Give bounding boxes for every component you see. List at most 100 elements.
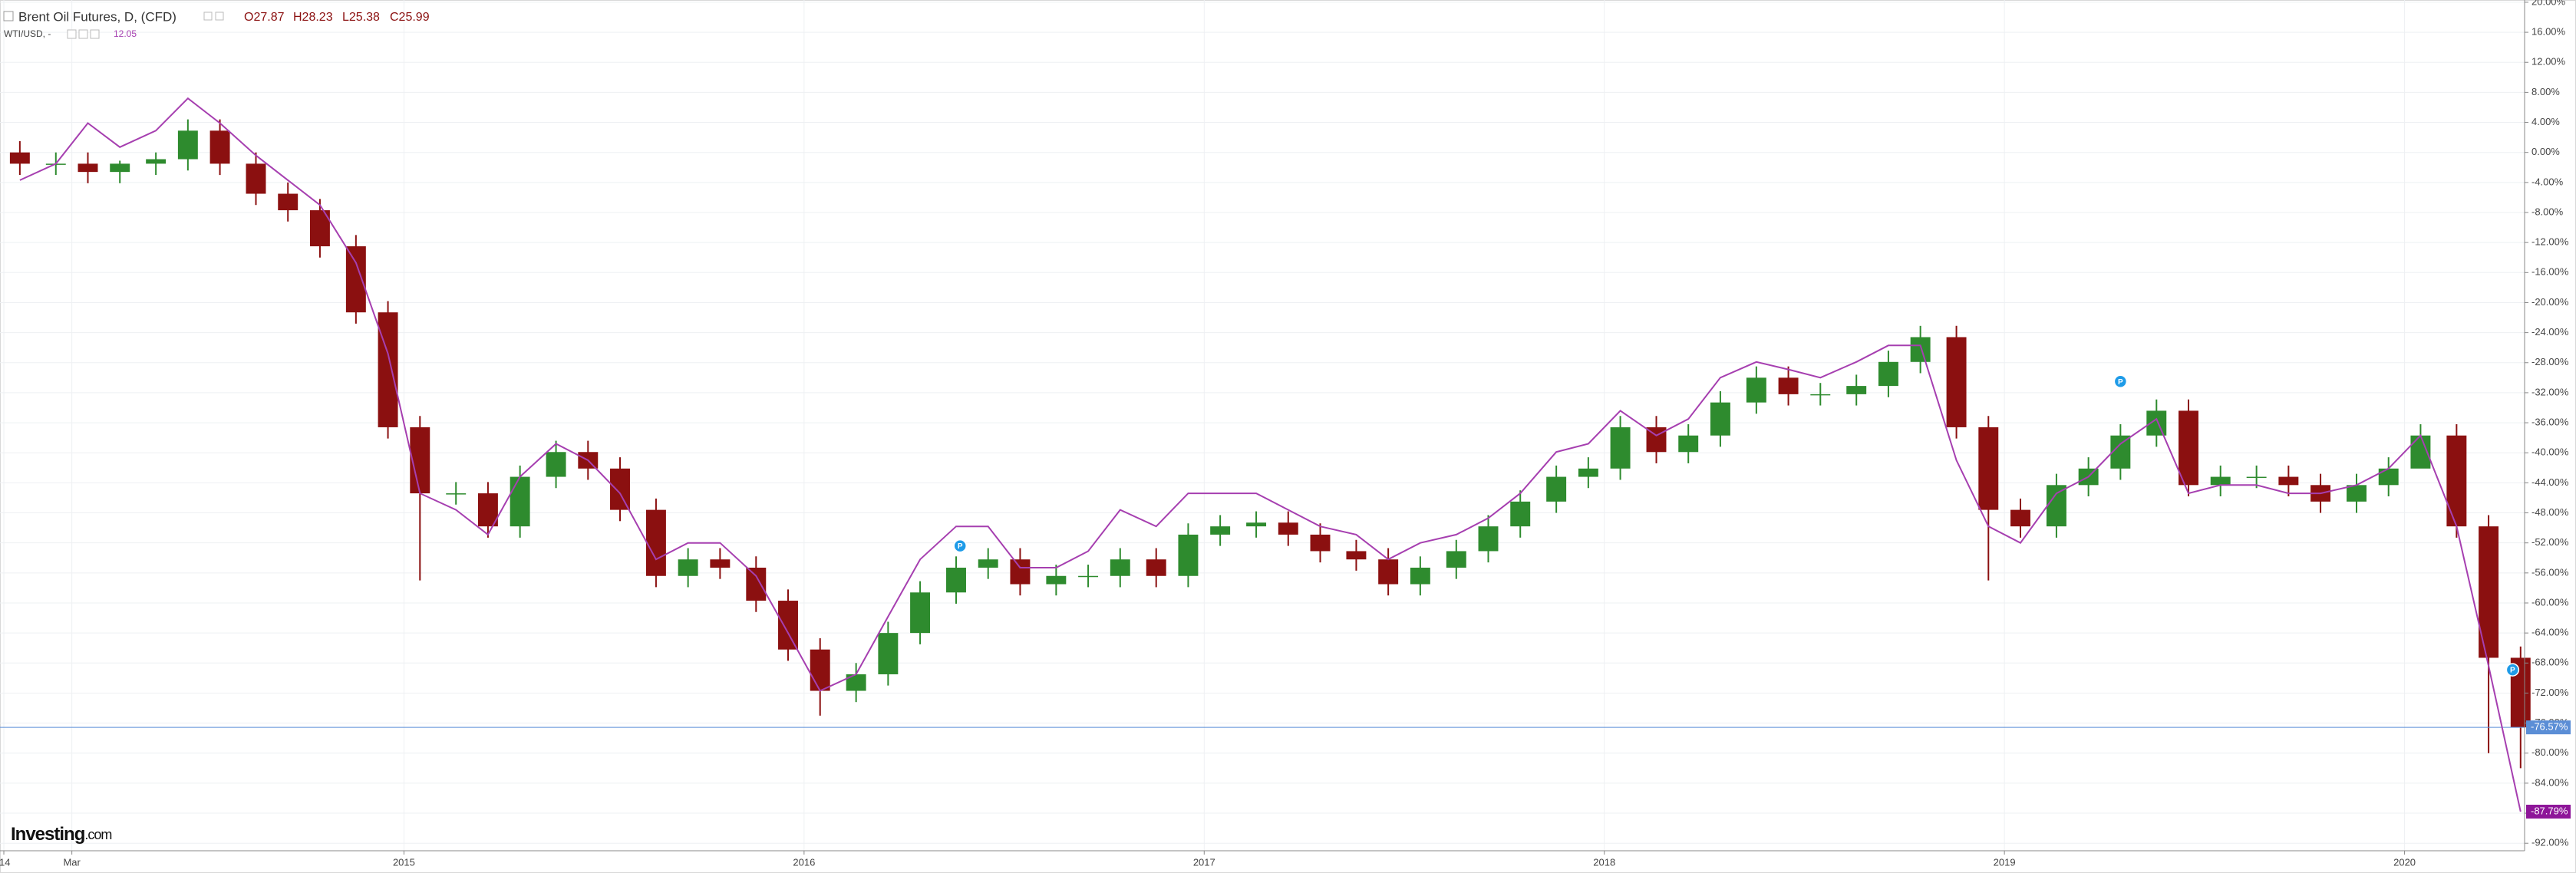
y-tick-label: 0.00% (2531, 146, 2560, 157)
x-tick-label: 2017 (1193, 856, 1215, 868)
candle-body (146, 159, 167, 164)
legend-ohlc: C25.99 (390, 11, 430, 24)
y-tick-label: -48.00% (2531, 506, 2569, 518)
y-tick-label: -52.00% (2531, 536, 2569, 548)
grid (0, 0, 2525, 851)
y-tick-label: -80.00% (2531, 746, 2569, 758)
candle-body (1978, 427, 1999, 510)
candle-body (2210, 476, 2231, 486)
candle-body (1578, 468, 1598, 477)
candle-body (678, 559, 698, 576)
y-tick-label: -36.00% (2531, 417, 2569, 428)
candle-body (1246, 522, 1267, 527)
last-value-box (2526, 720, 2571, 735)
legend-button[interactable] (215, 12, 224, 21)
y-tick-label: 8.00% (2531, 86, 2560, 97)
legend-ohlc: L25.38 (342, 11, 380, 24)
candle-body (1378, 559, 1399, 585)
candle-body (9, 152, 30, 164)
y-tick-label: -8.00% (2531, 206, 2564, 217)
legend-ohlc: H28.23 (293, 11, 333, 24)
candle-body (345, 246, 366, 313)
candle-body (78, 163, 98, 173)
candle-body (1178, 534, 1199, 576)
y-tick-label: 20.00% (2531, 0, 2566, 7)
legend-ohlc: O27.87 (244, 11, 285, 24)
candle-body (846, 674, 866, 691)
annotation-label: P (2118, 378, 2123, 387)
logo-brand: Investing (11, 824, 85, 845)
candle-body (710, 559, 731, 568)
x-tick-label: 2016 (793, 856, 815, 868)
candle-body (110, 163, 130, 173)
candle-body (1078, 575, 1099, 578)
candle-body (1946, 337, 1967, 427)
candle-body (378, 312, 398, 427)
candle-body (2046, 485, 2066, 527)
y-tick-label: -68.00% (2531, 657, 2569, 668)
legend-value: 12.05 (114, 28, 137, 39)
candle-body (1746, 377, 1766, 403)
x-tick-label: 2019 (1994, 856, 2016, 868)
candle-body (209, 130, 230, 164)
legend-button[interactable] (67, 29, 77, 39)
y-tick-label: 16.00% (2531, 26, 2566, 38)
y-tick-label: 12.00% (2531, 56, 2566, 68)
legend-title: Brent Oil Futures, D, (CFD) (18, 9, 176, 24)
candle-body (446, 493, 467, 495)
logo: Investing.com (11, 824, 111, 845)
candle-body (410, 427, 430, 494)
legend-button[interactable] (78, 29, 88, 39)
annotation-marker (953, 539, 967, 553)
last-value-label: -76.57% (2531, 721, 2568, 733)
y-tick-label: -84.00% (2531, 776, 2569, 788)
candle-body (610, 468, 630, 510)
candle-body (1310, 534, 1331, 552)
last-value-label: -87.79% (2531, 805, 2568, 816)
y-tick-label: -40.00% (2531, 446, 2569, 458)
candle-body (1110, 559, 1130, 576)
candle-body (910, 592, 931, 634)
legend-button[interactable] (90, 29, 100, 39)
y-tick-label: -64.00% (2531, 627, 2569, 638)
candle-body (978, 559, 998, 568)
candle-body (546, 452, 566, 477)
candle-body (1610, 427, 1631, 469)
marks: P P P (0, 97, 2531, 812)
candle-body (1878, 361, 1898, 387)
candle-body (1210, 526, 1231, 535)
y-tick-label: 4.00% (2531, 116, 2560, 127)
candle-body (1510, 501, 1531, 527)
y-tick-label: -72.00% (2531, 687, 2569, 698)
candle-body (1010, 559, 1031, 585)
legend-series: WTI/USD, - (4, 28, 51, 39)
legend-toggle[interactable] (3, 11, 14, 21)
candle-body (1546, 476, 1567, 502)
candle-body (2010, 509, 2030, 527)
y-tick-label: -32.00% (2531, 386, 2569, 397)
y-tick-label: -12.00% (2531, 236, 2569, 248)
y-tick-label: -60.00% (2531, 596, 2569, 608)
candle-body (2347, 485, 2367, 502)
candle-body (1710, 402, 1730, 436)
candle-body (645, 509, 666, 576)
legend-button[interactable] (203, 12, 213, 21)
x-tick-label: '14 (0, 856, 10, 868)
candle-body (2246, 476, 2267, 479)
candle-body (1478, 526, 1499, 552)
candle-body (1410, 567, 1430, 585)
y-tick-label: -4.00% (2531, 176, 2564, 187)
candle-body (1846, 386, 1867, 394)
y-tick-label: -92.00% (2531, 837, 2569, 848)
candle-body (2378, 468, 2399, 486)
candle-body (1446, 551, 1466, 568)
candle-body (1278, 522, 1298, 535)
x-tick-label: 2018 (1593, 856, 1615, 868)
logo-suffix: .com (84, 827, 111, 842)
series-line (19, 97, 2522, 812)
candle-body (246, 163, 266, 194)
candle-body (778, 601, 798, 650)
y-tick-label: -28.00% (2531, 356, 2569, 367)
